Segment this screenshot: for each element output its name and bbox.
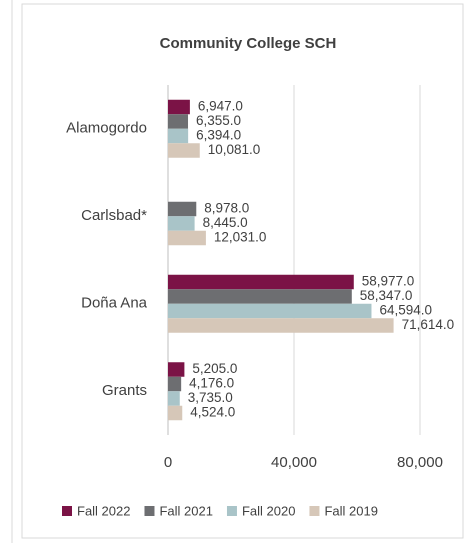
bar (168, 99, 190, 115)
legend-label: Fall 2022 (77, 503, 130, 518)
legend-label: Fall 2021 (159, 503, 212, 518)
data-label: 10,081.0 (208, 142, 261, 157)
data-label: 6,394.0 (196, 128, 241, 143)
bar (168, 230, 206, 246)
bar (168, 201, 197, 217)
data-label: 6,355.0 (196, 113, 241, 128)
legend-swatch (144, 506, 155, 516)
bar (168, 303, 372, 319)
legend-swatch (226, 506, 237, 516)
bar (168, 376, 182, 392)
legend-swatch (309, 506, 320, 516)
bar (168, 143, 200, 158)
legend-label: Fall 2020 (242, 503, 295, 518)
bar (168, 318, 394, 333)
y-tick-label: Carlsbad* (81, 207, 147, 224)
x-tick-label: 80,000 (397, 454, 443, 471)
data-label: 5,205.0 (192, 361, 237, 376)
bar (168, 405, 183, 421)
data-label: 71,614.0 (402, 317, 455, 332)
y-tick-label: Grants (102, 382, 147, 399)
bar (168, 216, 195, 231)
bar (168, 391, 180, 406)
x-tick-label: 0 (164, 454, 172, 471)
y-tick-label: Alamogordo (66, 120, 147, 137)
bar (168, 114, 189, 129)
bar (168, 289, 352, 304)
y-tick-label: Doña Ana (81, 295, 148, 312)
legend-label: Fall 2019 (324, 503, 377, 518)
x-tick-label: 40,000 (271, 454, 317, 471)
bar (168, 274, 354, 290)
data-label: 4,176.0 (189, 376, 234, 391)
legend-swatch (62, 506, 72, 516)
data-label: 4,524.0 (190, 405, 235, 420)
data-label: 58,977.0 (362, 274, 415, 289)
data-label: 3,735.0 (188, 390, 233, 405)
data-label: 8,445.0 (203, 215, 248, 230)
bar (168, 362, 185, 377)
data-label: 12,031.0 (214, 230, 267, 245)
data-label: 58,347.0 (360, 288, 413, 303)
bar (168, 128, 189, 144)
data-label: 8,978.0 (204, 201, 249, 216)
chart-title: Community College SCH (160, 35, 337, 52)
chart-frame (21, 3, 464, 539)
data-label: 64,594.0 (379, 303, 432, 318)
data-label: 6,947.0 (198, 99, 243, 114)
